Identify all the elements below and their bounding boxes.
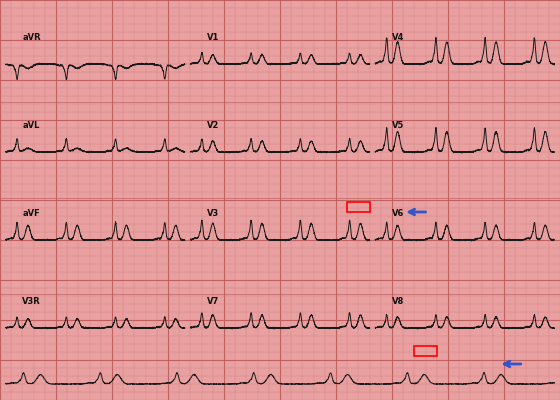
- Bar: [414, 346, 437, 356]
- Text: V3: V3: [207, 209, 220, 218]
- Text: V5: V5: [392, 121, 404, 130]
- Text: V8: V8: [392, 297, 404, 306]
- Text: V3R: V3R: [22, 297, 41, 306]
- Text: aVL: aVL: [22, 121, 40, 130]
- Text: V4: V4: [392, 33, 404, 42]
- Text: V2: V2: [207, 121, 220, 130]
- Text: aVR: aVR: [22, 33, 41, 42]
- Text: V7: V7: [207, 297, 220, 306]
- Text: V1: V1: [207, 33, 220, 42]
- Bar: [347, 202, 370, 212]
- Text: aVF: aVF: [22, 209, 40, 218]
- Text: V6: V6: [392, 209, 404, 218]
